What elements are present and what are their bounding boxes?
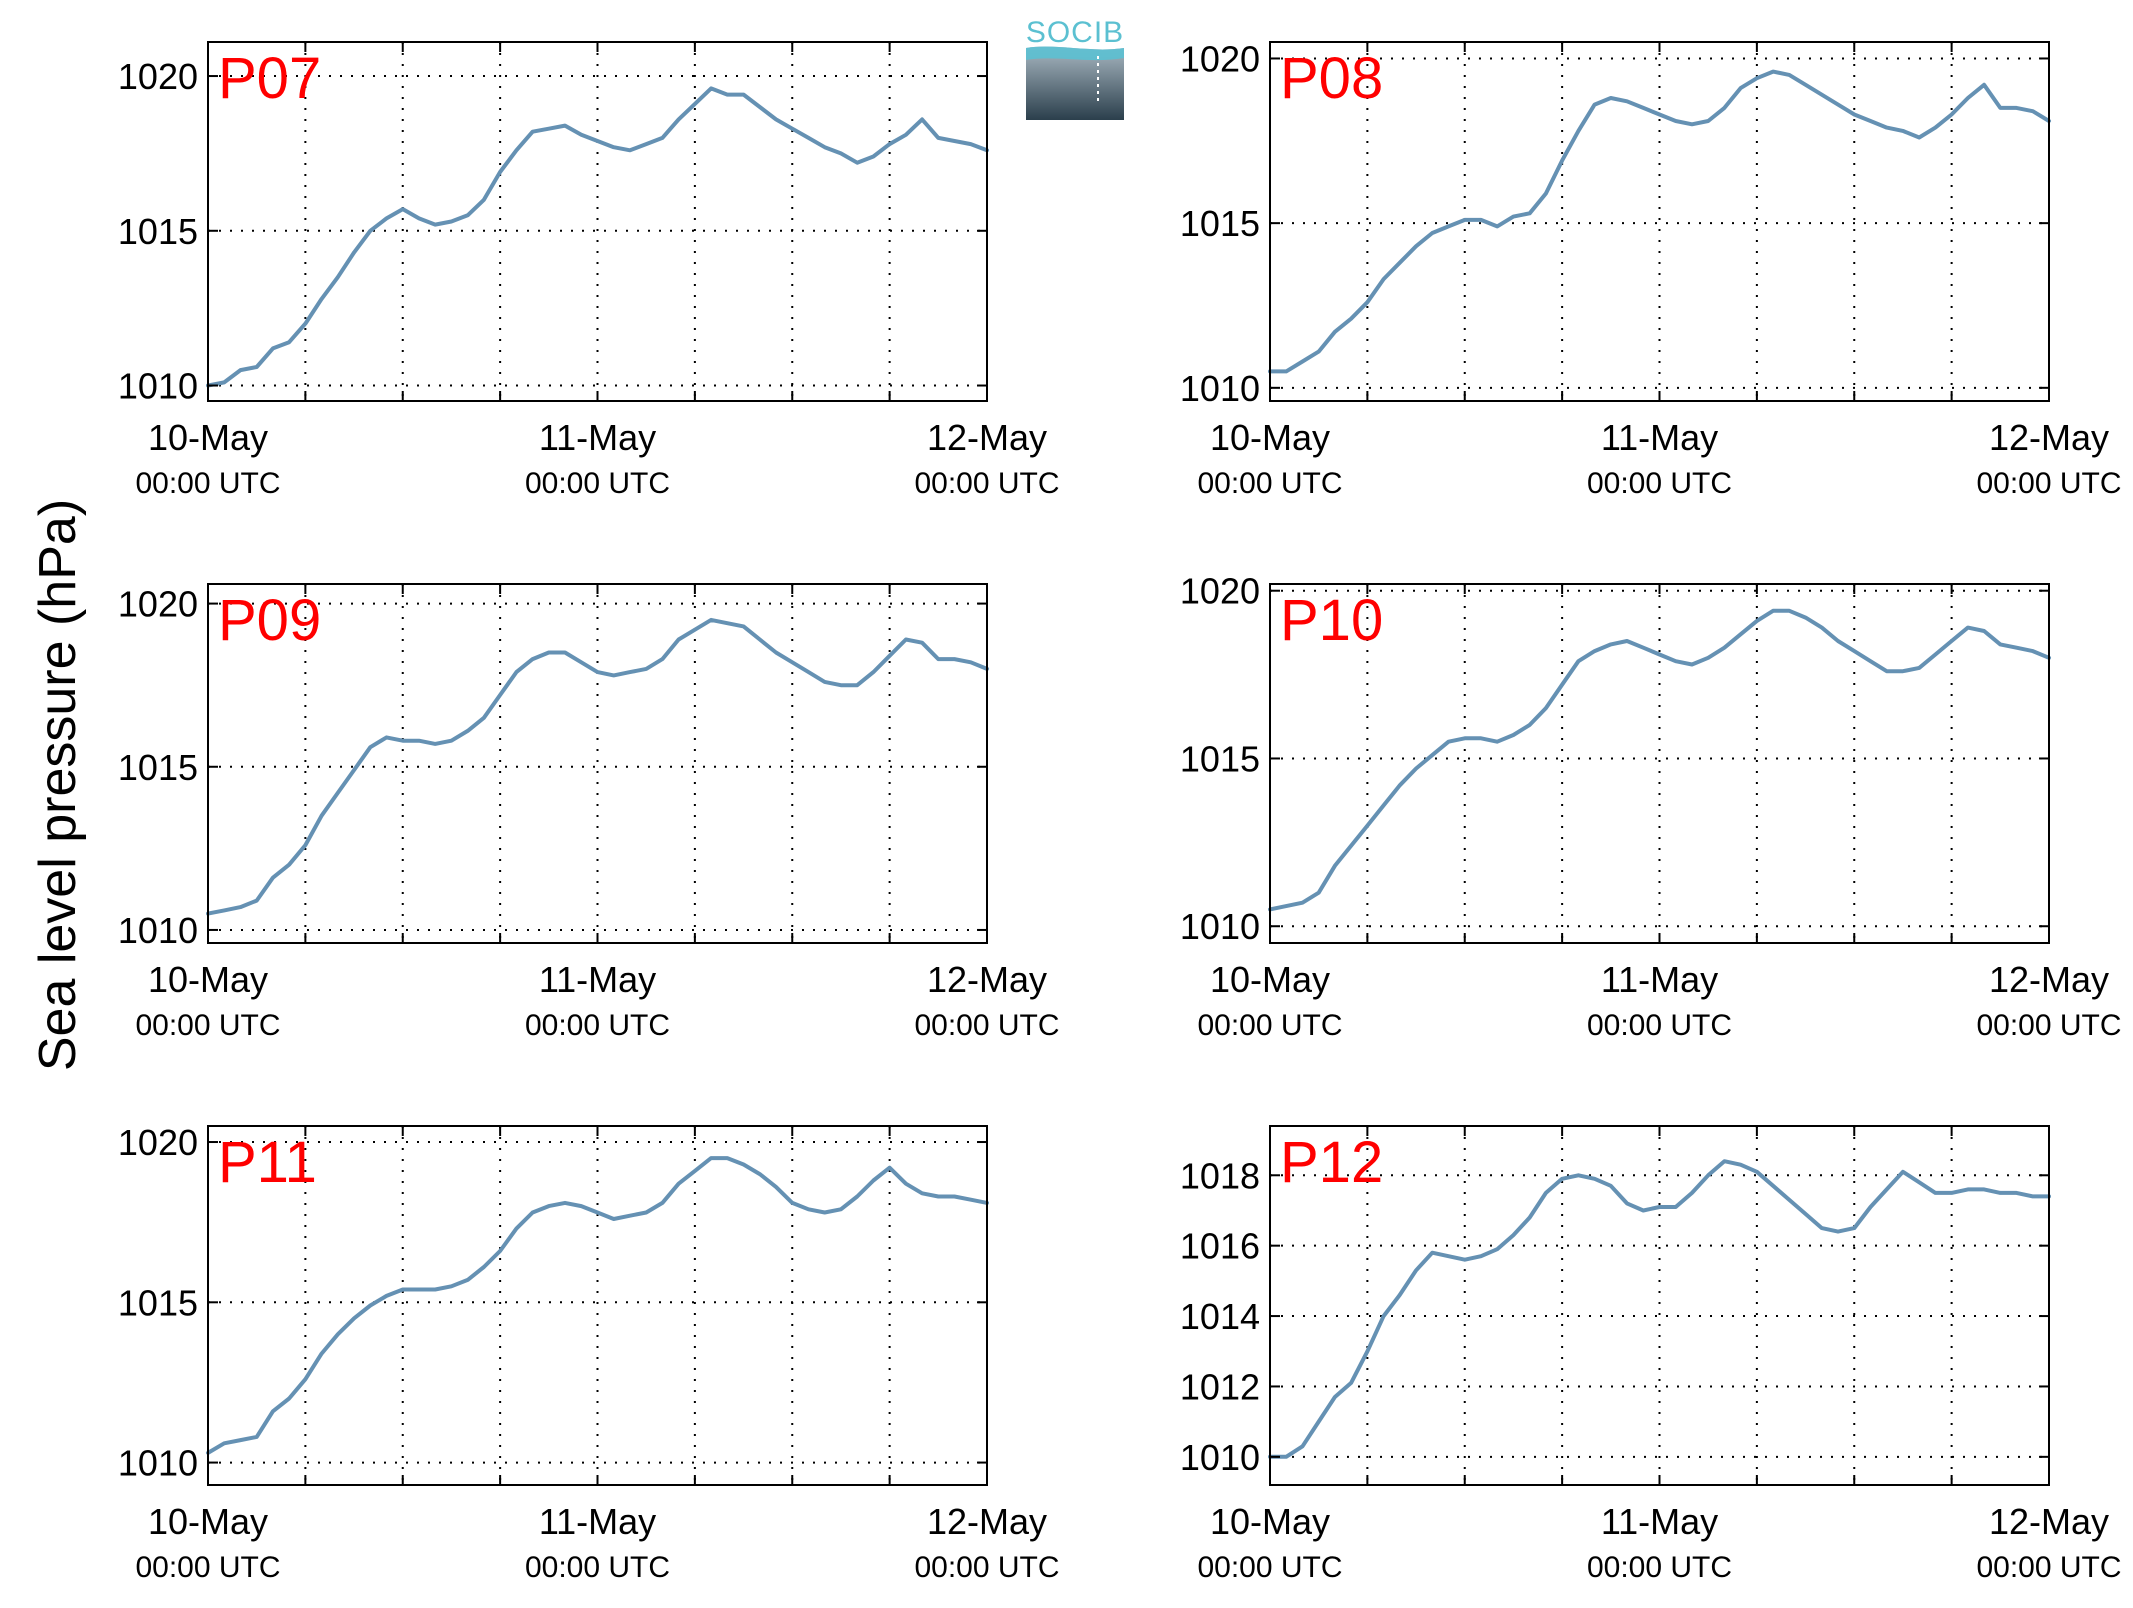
y-tick-label: 1020 [118,56,198,97]
panel-p08: 1010 1015 1020 10-May 00:00 UTC 11-May 00:00 U… [1180,38,2122,500]
series-line-p08 [1268,69,2051,374]
x-tick-label-date: 10-May [148,1501,268,1542]
panel-p12: 1010 1012 1014 1016 1018 10-May 00:00 UTC 11-Ma… [1180,1125,2122,1584]
y-tick-label: 1020 [118,1122,198,1163]
x-tick-label-date: 12-May [927,417,1047,458]
series-line-p10 [1268,608,2051,912]
axes-frame [1269,583,2050,944]
y-tick-label: 1015 [1180,738,1260,779]
panel-p09: 1010 1015 1020 10-May 00:00 UTC 11-May 00:00 U… [118,583,1060,1042]
y-tick-label: 1010 [1180,368,1260,409]
y-tick-label: 1012 [1180,1366,1260,1407]
x-tick-label-time: 00:00 UTC [1976,467,2121,500]
station-label: P12 [1280,1130,1383,1195]
socib-logo: SOCIB [1026,16,1124,120]
y-tick-label: 1014 [1180,1296,1260,1337]
x-tick-label-time: 00:00 UTC [525,467,670,500]
x-tick-label-date: 11-May [539,417,656,458]
series-line-p09 [206,617,989,916]
logo-text: SOCIB [1026,16,1124,49]
y-tick-label: 1015 [1180,203,1260,244]
x-tick-label-date: 10-May [1210,1501,1330,1542]
station-label: P08 [1280,46,1383,111]
y-tick-label: 1015 [118,1282,198,1323]
station-label: P07 [218,46,321,111]
axes-frame [207,583,988,944]
x-tick-label-time: 00:00 UTC [1197,467,1342,500]
series-line-p11 [206,1156,989,1455]
panel-p07: 1010 1015 1020 10-May 00:00 UTC 11-May 00:00 U… [118,41,1060,500]
y-tick-label: 1015 [118,211,198,252]
x-tick-label-date: 12-May [1989,959,2109,1000]
y-tick-label: 1020 [1180,571,1260,612]
series-line-p12 [1268,1159,2051,1459]
station-label: P09 [218,588,321,653]
x-tick-label-date: 11-May [1601,959,1718,1000]
x-tick-label-time: 00:00 UTC [1976,1551,2121,1584]
station-label: P11 [218,1130,317,1195]
x-tick-label-date: 10-May [1210,417,1330,458]
x-tick-label-date: 11-May [1601,417,1718,458]
x-tick-label-date: 10-May [148,959,268,1000]
y-tick-label: 1018 [1180,1155,1260,1196]
y-tick-label: 1010 [1180,906,1260,947]
x-tick-label-date: 10-May [1210,959,1330,1000]
x-tick-label-time: 00:00 UTC [1197,1009,1342,1042]
axes-frame [1269,41,2050,402]
station-label: P10 [1280,588,1383,653]
y-tick-label: 1010 [1180,1437,1260,1478]
x-tick-label-date: 12-May [927,1501,1047,1542]
y-tick-label: 1020 [1180,38,1260,79]
x-tick-label-time: 00:00 UTC [914,1009,1059,1042]
x-tick-label-date: 12-May [1989,1501,2109,1542]
y-tick-label: 1010 [118,1443,198,1484]
y-tick-label: 1015 [118,747,198,788]
series-line-p07 [206,86,989,388]
x-tick-label-time: 00:00 UTC [525,1009,670,1042]
x-tick-label-time: 00:00 UTC [1587,1551,1732,1584]
y-tick-label: 1016 [1180,1226,1260,1267]
x-tick-label-time: 00:00 UTC [135,1551,280,1584]
x-tick-label-time: 00:00 UTC [525,1551,670,1584]
x-tick-label-time: 00:00 UTC [914,1551,1059,1584]
x-tick-label-date: 11-May [1601,1501,1718,1542]
y-axis-label: Sea level pressure (hPa) [29,499,87,1071]
y-tick-label: 1020 [118,584,198,625]
x-tick-label-time: 00:00 UTC [914,467,1059,500]
x-tick-label-date: 11-May [539,959,656,1000]
x-tick-label-date: 12-May [927,959,1047,1000]
panel-p11: 1010 1015 1020 10-May 00:00 UTC 11-May 00:00 U… [118,1122,1060,1584]
x-tick-label-date: 11-May [539,1501,656,1542]
x-tick-label-time: 00:00 UTC [135,1009,280,1042]
axes-frame [207,41,988,402]
y-tick-label: 1010 [118,910,198,951]
x-tick-label-time: 00:00 UTC [1587,1009,1732,1042]
panel-p10: 1010 1015 1020 10-May 00:00 UTC 11-May 00:00 U… [1180,571,2122,1042]
y-tick-label: 1010 [118,366,198,407]
x-tick-label-time: 00:00 UTC [1197,1551,1342,1584]
x-tick-label-date: 12-May [1989,417,2109,458]
axes-frame [207,1125,988,1486]
x-tick-label-time: 00:00 UTC [1976,1009,2121,1042]
axes-frame [1269,1125,2050,1486]
x-tick-label-time: 00:00 UTC [1587,467,1732,500]
x-tick-label-date: 10-May [148,417,268,458]
x-tick-label-time: 00:00 UTC [135,467,280,500]
